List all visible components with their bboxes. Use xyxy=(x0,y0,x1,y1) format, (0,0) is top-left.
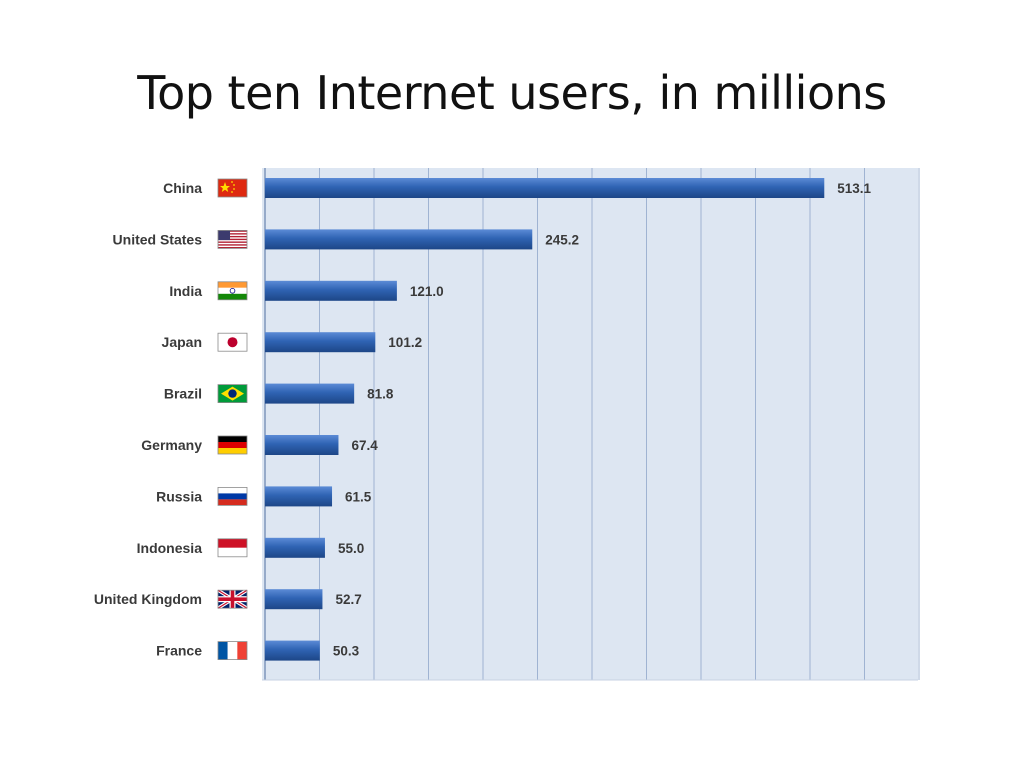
bar-germany xyxy=(265,435,339,455)
united-states-flag-icon xyxy=(217,229,248,249)
france-flag-icon xyxy=(217,641,248,660)
category-label: India xyxy=(169,283,202,299)
category-label: France xyxy=(156,643,202,659)
bar-united-states xyxy=(265,229,533,250)
value-label: 121.0 xyxy=(410,284,444,299)
brazil-flag-icon xyxy=(217,384,248,404)
category-label: China xyxy=(163,180,202,196)
value-label: 50.3 xyxy=(333,644,360,659)
value-label: 245.2 xyxy=(545,232,579,247)
category-label: United Kingdom xyxy=(94,591,202,607)
category-label: Indonesia xyxy=(137,540,203,556)
category-label: Brazil xyxy=(164,386,202,402)
germany-flag-icon xyxy=(217,435,248,455)
indonesia-flag-icon xyxy=(217,538,248,558)
united-kingdom-flag-icon xyxy=(217,588,248,610)
value-label: 67.4 xyxy=(351,438,378,453)
category-label: United States xyxy=(113,231,203,247)
russia-flag-icon xyxy=(217,486,248,506)
category-label: Germany xyxy=(141,437,202,453)
value-label: 513.1 xyxy=(837,181,871,196)
plot-background xyxy=(262,168,918,680)
value-label: 52.7 xyxy=(335,592,361,607)
value-label: 81.8 xyxy=(367,387,394,402)
slide-title: Top ten Internet users, in millions xyxy=(137,66,887,120)
bar-france xyxy=(265,640,320,661)
value-label: 55.0 xyxy=(338,541,364,556)
bar-united-kingdom xyxy=(265,589,323,610)
category-label: Japan xyxy=(162,334,202,350)
value-label: 101.2 xyxy=(388,335,422,350)
bar-china xyxy=(265,178,825,198)
bar-brazil xyxy=(265,383,355,404)
china-flag-icon xyxy=(217,178,248,198)
bar-indonesia xyxy=(265,537,325,558)
japan-flag-icon xyxy=(217,332,248,352)
india-flag-icon xyxy=(217,281,248,301)
bar-russia xyxy=(265,486,333,507)
bar-japan xyxy=(265,332,376,353)
category-label: Russia xyxy=(156,488,202,504)
bar-india xyxy=(265,280,397,301)
value-label: 61.5 xyxy=(345,489,372,504)
